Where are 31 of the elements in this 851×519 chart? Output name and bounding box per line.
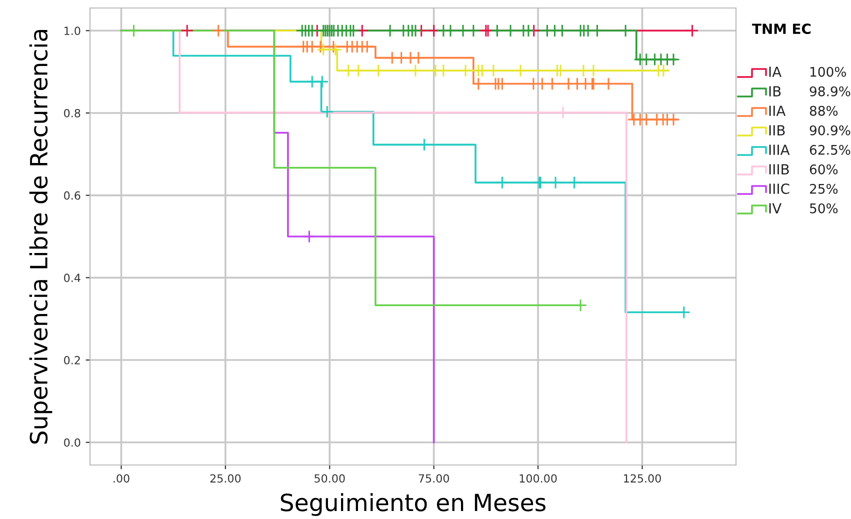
- y-tick-label: 0.4: [64, 274, 80, 282]
- text: 100%: [810, 66, 846, 77]
- legend-label: IIB: [769, 125, 785, 136]
- x-tick-label: 75.00: [418, 474, 450, 483]
- legend-label: IV: [769, 203, 782, 214]
- text: 98.9%: [810, 86, 850, 96]
- y-axis-title: Supervivencia Libre de Recurrencia: [29, 30, 52, 444]
- legend-label: IIIC: [769, 184, 790, 194]
- text: 88%: [810, 106, 838, 116]
- x-tick-label: 125.00: [624, 474, 661, 483]
- y-tick-label: 0.8: [64, 108, 80, 118]
- text: 50%: [810, 203, 838, 214]
- legend-label: IIA: [769, 106, 786, 116]
- legend-label: IA: [769, 66, 782, 77]
- text: 25%: [810, 184, 838, 194]
- y-tick-label: 0.0: [64, 438, 80, 447]
- legend-label: IB: [769, 86, 781, 96]
- x-tick-label: .00: [114, 474, 130, 483]
- legend-label: IIIB: [769, 164, 789, 174]
- text: 90.9%: [810, 125, 850, 136]
- x-tick-label: 25.00: [210, 474, 241, 483]
- y-tick-label: 0.6: [64, 191, 80, 200]
- legend-label: IIIA: [769, 144, 790, 155]
- y-tick-label: 1.0: [64, 26, 80, 36]
- x-axis-title: Seguimiento en Meses: [280, 493, 546, 516]
- x-tick-label: 100.00: [520, 474, 557, 483]
- x-tick-label: 50.00: [314, 474, 345, 483]
- y-tick-label: 0.2: [64, 356, 80, 364]
- text: 62.5%: [810, 144, 850, 155]
- text: 60%: [810, 164, 838, 174]
- legend-title: TNM EC: [752, 24, 811, 34]
